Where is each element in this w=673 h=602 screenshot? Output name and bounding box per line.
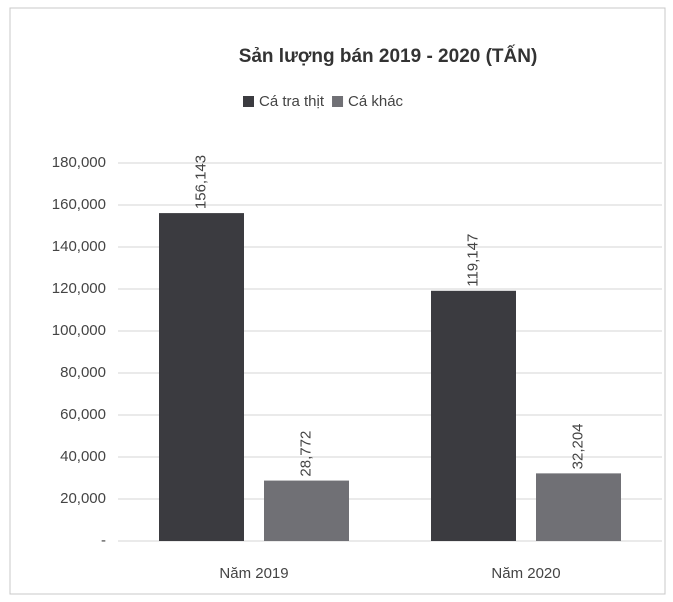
legend-label: Cá tra thịt xyxy=(259,93,325,110)
y-tick-label: 140,000 xyxy=(52,238,106,255)
bar xyxy=(536,473,621,541)
legend-label: Cá khác xyxy=(348,93,404,110)
y-tick-label: 120,000 xyxy=(52,280,106,297)
y-tick-label: 40,000 xyxy=(60,448,106,465)
y-tick-label: 20,000 xyxy=(60,490,106,507)
bar xyxy=(264,480,349,541)
bar xyxy=(431,290,516,541)
y-tick-label: 160,000 xyxy=(52,196,106,213)
y-tick-label: - xyxy=(101,532,106,549)
y-tick-label: 60,000 xyxy=(60,406,106,423)
y-tick-label: 80,000 xyxy=(60,364,106,381)
chart-title: Sản lượng bán 2019 - 2020 (TẤN) xyxy=(239,45,538,67)
data-label: 32,204 xyxy=(569,423,586,469)
bar xyxy=(159,213,244,541)
y-tick-label: 180,000 xyxy=(52,154,106,171)
data-label: 28,772 xyxy=(297,431,314,477)
x-tick-label: Năm 2019 xyxy=(219,565,288,582)
data-label: 119,147 xyxy=(464,234,481,287)
y-tick-label: 100,000 xyxy=(52,322,106,339)
legend-swatch xyxy=(332,96,344,107)
x-tick-label: Năm 2020 xyxy=(491,565,560,582)
data-label: 156,143 xyxy=(192,155,209,209)
legend-swatch xyxy=(243,96,254,107)
